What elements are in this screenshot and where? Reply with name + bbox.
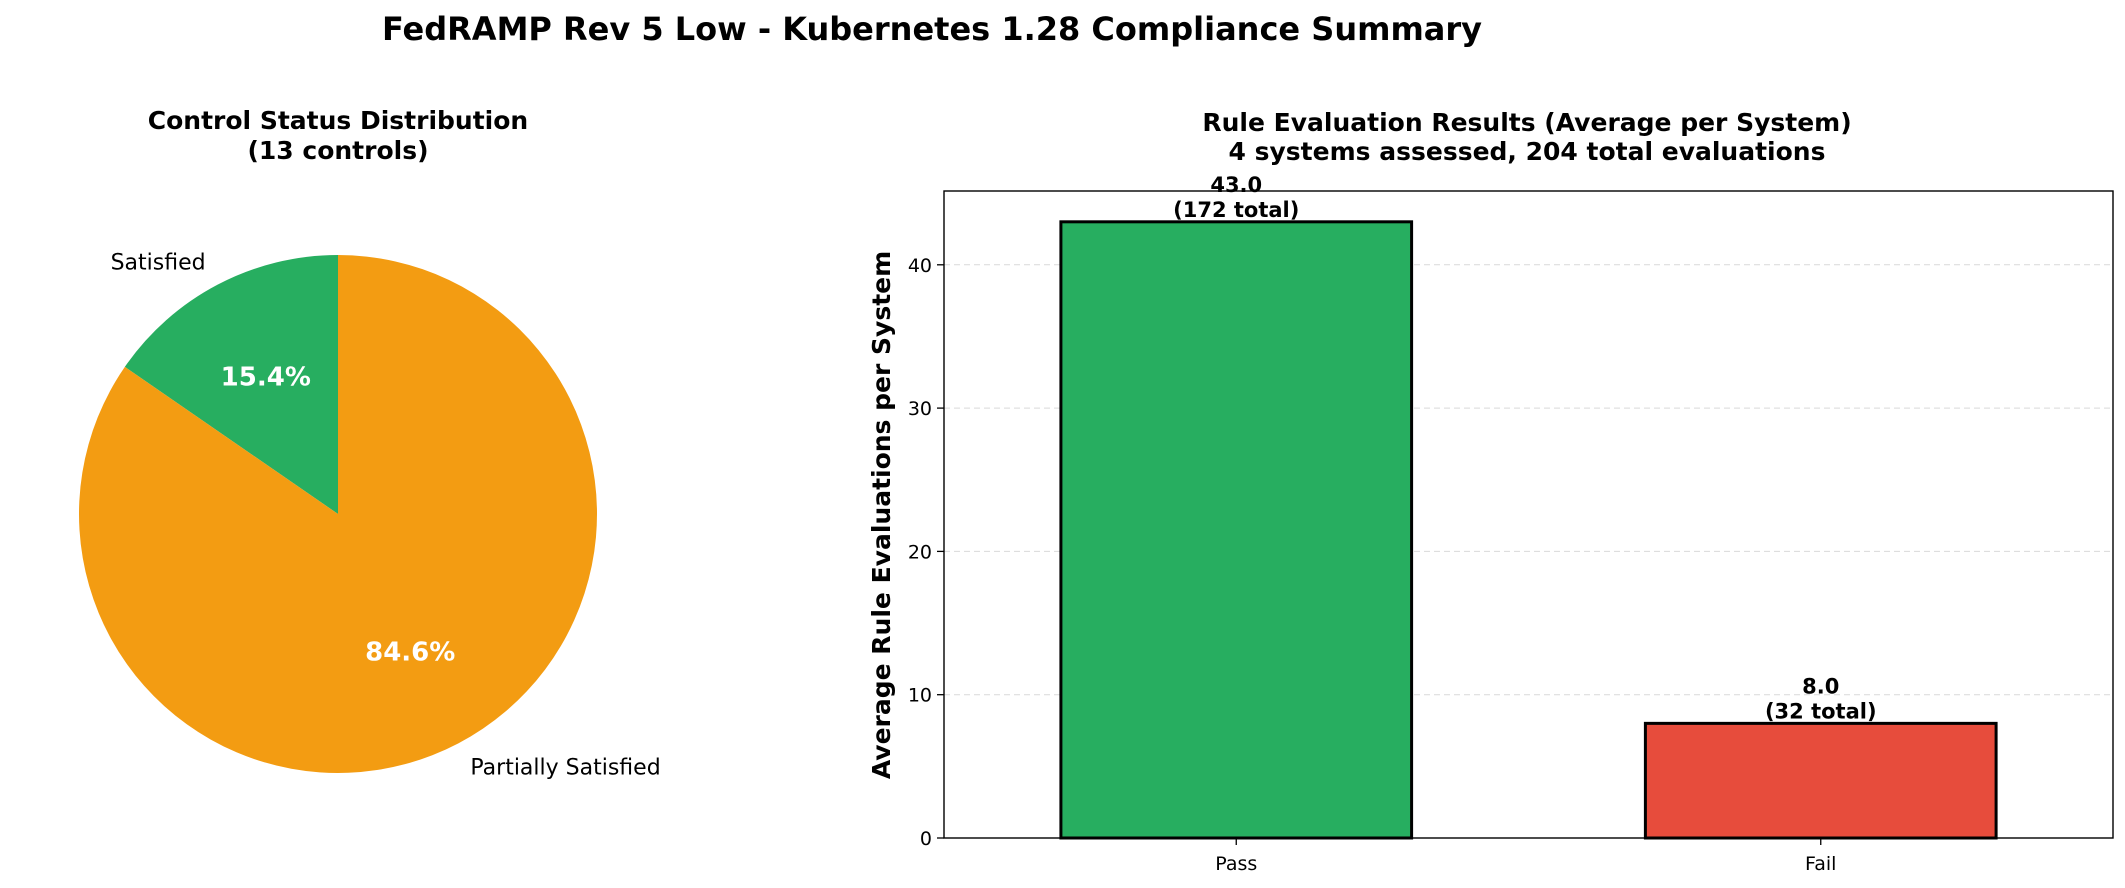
pie-title-line-1: Control Status Distribution: [148, 106, 528, 135]
bar-value-label-pass: 43.0: [1210, 173, 1262, 197]
x-tick-label-fail: Fail: [1805, 853, 1836, 875]
pie-slice-partially-satisfied: [79, 255, 598, 773]
bar-fail: [1643, 721, 1998, 840]
bar-value-label-fail: 8.0: [1802, 674, 1839, 698]
pie-category-label-satisfied: Satisfied: [111, 251, 206, 276]
y-tick-label: 10: [908, 685, 932, 707]
y-tick-label: 0: [920, 828, 932, 850]
pie-chart-panel: Control Status Distribution (13 controls…: [79, 106, 661, 780]
x-tick-label-pass: Pass: [1215, 853, 1257, 875]
pie-category-label-partially-satisfied: Partially Satisfied: [470, 755, 660, 780]
bar-title-line-2: 4 systems assessed, 204 total evaluation…: [1229, 137, 1826, 166]
plot-frame: [943, 190, 2114, 839]
bar-title-line-1: Rule Evaluation Results (Average per Sys…: [1202, 108, 1851, 137]
pie-percent-label-satisfied: 15.4%: [221, 362, 311, 392]
y-tick-label: 30: [908, 398, 932, 420]
figure-title: FedRAMP Rev 5 Low - Kubernetes 1.28 Comp…: [382, 10, 1482, 48]
bar-total-label-pass: (172 total): [1173, 198, 1299, 222]
y-tick-label: 20: [908, 541, 932, 563]
y-tick-label: 40: [908, 255, 932, 277]
bar-chart-panel: Rule Evaluation Results (Average per Sys…: [867, 108, 2114, 875]
y-axis-label: Average Rule Evaluations per System: [867, 251, 896, 779]
bar-total-label-fail: (32 total): [1765, 699, 1877, 723]
pie-slice-satisfied: [124, 255, 339, 514]
pie-percent-label-partially-satisfied: 84.6%: [365, 638, 455, 668]
pie-title-line-2: (13 controls): [247, 136, 428, 165]
bar-pass: [1059, 220, 1414, 840]
